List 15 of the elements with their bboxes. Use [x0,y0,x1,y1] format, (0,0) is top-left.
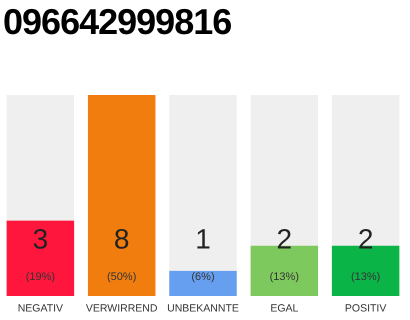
annotation: (13%) [350,270,380,283]
x-tick-label: NEGATIV [18,302,64,314]
annotation: (50%) [107,270,136,283]
data-label: 8 [114,224,130,255]
annotation: (19%) [26,270,56,283]
data-label: 1 [195,224,211,255]
x-tick-label: POSITIV [344,302,386,314]
annotation: (13%) [270,270,299,283]
data-label: 3 [32,224,48,255]
x-tick-label: UNBEKANNTE [167,302,239,314]
bar [169,270,237,296]
x-tick-label: VERWIRREND [86,302,158,314]
chart-title: 096642999816 [2,0,232,44]
x-tick-label: EGAL [270,302,298,314]
annotation: (6%) [191,270,215,283]
